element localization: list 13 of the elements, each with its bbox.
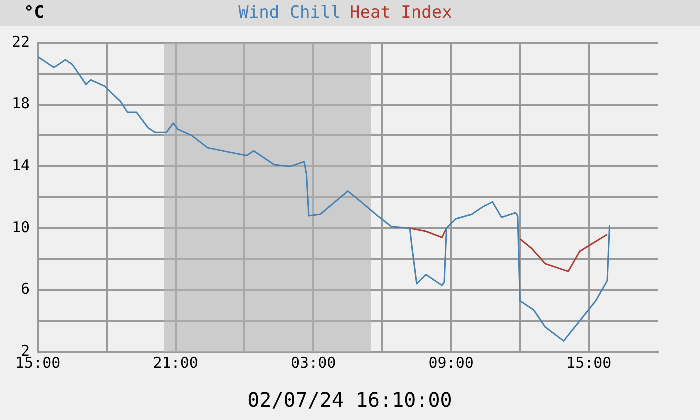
text: Heat Index: [350, 3, 452, 23]
y-tick-label: 14: [12, 156, 30, 174]
text: 02/07/24 16:10:00: [246, 388, 454, 412]
y-tick-label: 6: [21, 280, 30, 298]
y-tick-label: 22: [12, 32, 30, 51]
y-tick-label: 10: [12, 218, 30, 236]
x-tick-label: 21:00: [153, 354, 198, 372]
y-tick-label: 18: [12, 94, 30, 113]
x-tick-label: 15:00: [566, 354, 612, 372]
text: Wind Chill: [238, 3, 341, 23]
y-axis-title: °C: [24, 2, 44, 25]
x-tick-label: 09:00: [428, 354, 474, 372]
x-tick-label: 03:00: [291, 354, 336, 372]
